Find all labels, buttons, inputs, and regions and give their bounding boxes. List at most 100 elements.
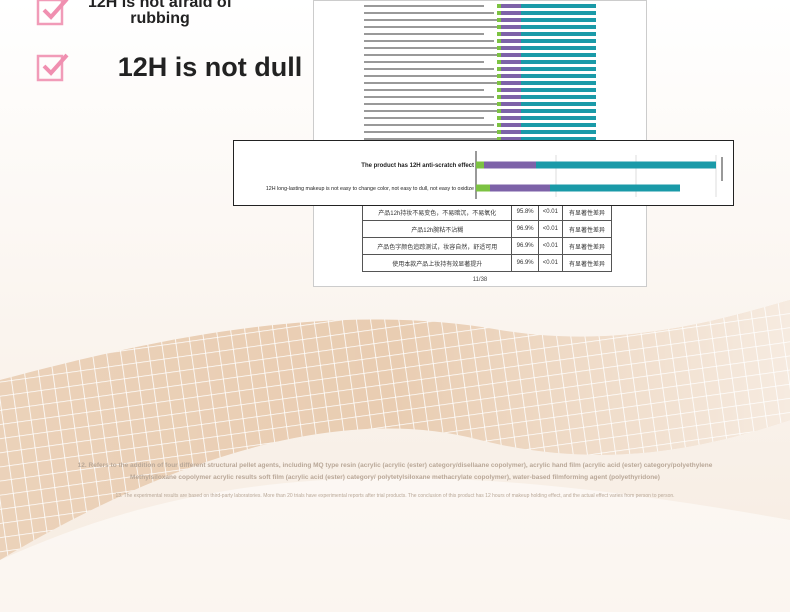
scan-label (364, 5, 484, 7)
table-cell: 产品12h持妆不易变色，不易暗沉，不易氧化 (361, 203, 513, 221)
scan-bar-green (497, 109, 501, 113)
scan-bar-purple (501, 60, 521, 64)
scan-label (364, 103, 504, 105)
scan-label (364, 75, 504, 77)
scan-bar-teal (521, 95, 596, 99)
table-cell: 有显著性差异 (561, 237, 613, 255)
footnote: 12. Refers to the addition of four diffe… (77, 462, 713, 469)
bar-teal (550, 184, 680, 192)
scan-bar-green (497, 137, 501, 141)
scan-bar-teal (521, 53, 596, 57)
table-cell: 产品12h腕粘不沾糊 (361, 220, 513, 238)
scan-label (364, 82, 514, 84)
table-cell: 有显著性差异 (561, 220, 613, 238)
scan-label (364, 96, 494, 98)
scan-label (364, 61, 484, 63)
scan-bar-purple (501, 25, 521, 29)
scan-label (364, 33, 484, 35)
scan-bar-teal (521, 60, 596, 64)
bar-label: The product has 12H anti-scratch effect (361, 163, 474, 169)
scan-label (364, 110, 514, 112)
table-row: 产品12h持妆不易变色，不易暗沉，不易氧化 95.8% <0.01 有显著性差异 (361, 203, 613, 221)
scan-bar-teal (521, 39, 596, 43)
scan-bar-purple (501, 88, 521, 92)
scan-bar-teal (521, 11, 596, 15)
scan-bar-purple (501, 123, 521, 127)
inset-chart: The product has 12H anti-scratch effect 1… (266, 151, 723, 199)
check-icon (36, 0, 69, 26)
scan-bar-teal (521, 32, 596, 36)
scan-bar-teal (521, 4, 596, 8)
scan-bar-teal (521, 46, 596, 50)
scan-label (364, 89, 484, 91)
bar-purple (490, 184, 550, 192)
scan-label (364, 54, 514, 56)
feature-item: 12H is not dull (36, 50, 340, 84)
scan-bar-green (497, 46, 501, 50)
scan-bar-purple (501, 81, 521, 85)
scan-bar-purple (501, 130, 521, 134)
feature-text: 12H is not afraid of rubbing (87, 0, 233, 27)
scan-bar-green (497, 102, 501, 106)
scan-bar-teal (521, 25, 596, 29)
table-cell: 96.9% (511, 220, 539, 238)
scan-bar-purple (501, 11, 521, 15)
scan-bar-teal (521, 18, 596, 22)
scan-bar-purple (501, 95, 521, 99)
scan-bar-teal (521, 123, 596, 127)
scan-bar-green (497, 53, 501, 57)
scan-bar-purple (501, 116, 521, 120)
scan-label (364, 19, 504, 21)
check-icon (36, 53, 69, 82)
scan-bar-teal (521, 74, 596, 78)
bar-purple (484, 161, 536, 169)
scan-bar-purple (501, 67, 521, 71)
bar-label: 12H long-lasting makeup is not easy to c… (266, 186, 474, 192)
check-mark (42, 53, 69, 76)
scan-bar-purple (501, 137, 521, 141)
scan-bar-purple (501, 53, 521, 57)
table-cell: 96.9% (511, 237, 539, 255)
table-cell: 有显著性差异 (561, 254, 613, 272)
scan-bar-green (497, 60, 501, 64)
table-cell: 使用本款产品上妆持有效显著提升 (361, 254, 513, 272)
zoom-inset: The product has 12H anti-scratch effect 1… (233, 140, 734, 206)
scan-bar-teal (521, 137, 596, 141)
scan-bar-green (497, 74, 501, 78)
scan-bar-purple (501, 102, 521, 106)
bar-green (476, 184, 490, 192)
scan-label (364, 131, 504, 133)
report-table: 产品12h持妆不易变色，不易暗沉，不易氧化 95.8% <0.01 有显著性差异 产品1… (361, 203, 613, 272)
scan-bar-teal (521, 81, 596, 85)
scan-bar-green (497, 88, 501, 92)
scan-bar-purple (501, 74, 521, 78)
feature-item: 12H is not afraid of rubbing (36, 0, 240, 28)
scan-label (364, 117, 484, 119)
scan-label (364, 26, 514, 28)
scan-bar-purple (501, 18, 521, 22)
scan-bar-green (497, 25, 501, 29)
footnote: 13. The experimental results are based o… (115, 493, 675, 499)
scan-bar-teal (521, 109, 596, 113)
table-row: 产品12h腕粘不沾糊 96.9% <0.01 有显著性差异 (361, 220, 613, 238)
scan-label (364, 47, 504, 49)
scan-bar-teal (521, 116, 596, 120)
bar-teal (536, 161, 716, 169)
scan-bar-green (497, 81, 501, 85)
scan-bar-purple (501, 39, 521, 43)
table-row: 产品色字颜色追踪测试，妆容自然，舒适可用 96.9% <0.01 有显著性差异 (361, 237, 613, 255)
scan-bar-green (497, 67, 501, 71)
check-mark (42, 0, 69, 20)
table-row: 使用本款产品上妆持有效显著提升 96.9% <0.01 有显著性差异 (361, 254, 613, 272)
table-cell: 95.8% (511, 203, 539, 221)
scan-bar-green (497, 18, 501, 22)
scan-bar-green (497, 123, 501, 127)
scan-chart (364, 4, 596, 141)
scan-bar-purple (501, 109, 521, 113)
scan-label (364, 138, 514, 140)
scan-bar-purple (501, 46, 521, 50)
feature-text: 12H is not dull (117, 51, 303, 82)
scan-bar-teal (521, 102, 596, 106)
